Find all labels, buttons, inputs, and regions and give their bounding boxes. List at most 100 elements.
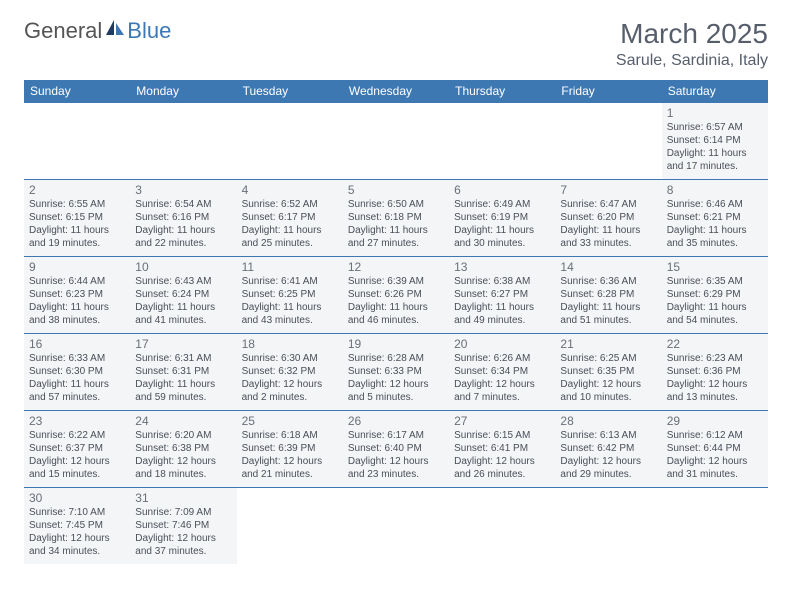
- sunset-text: Sunset: 6:44 PM: [667, 442, 763, 455]
- calendar-cell: 28Sunrise: 6:13 AMSunset: 6:42 PMDayligh…: [555, 411, 661, 488]
- calendar-cell: 6Sunrise: 6:49 AMSunset: 6:19 PMDaylight…: [449, 180, 555, 257]
- day-number: 6: [454, 183, 550, 197]
- weekday-header: Saturday: [662, 80, 768, 103]
- sunset-text: Sunset: 6:30 PM: [29, 365, 125, 378]
- sunrise-text: Sunrise: 6:22 AM: [29, 429, 125, 442]
- daylight-text: Daylight: 11 hours and 41 minutes.: [135, 301, 231, 327]
- calendar-cell-empty: [555, 488, 661, 565]
- day-number: 31: [135, 491, 231, 505]
- sunset-text: Sunset: 6:18 PM: [348, 211, 444, 224]
- daylight-text: Daylight: 12 hours and 13 minutes.: [667, 378, 763, 404]
- weekday-header: Monday: [130, 80, 236, 103]
- sunrise-text: Sunrise: 6:20 AM: [135, 429, 231, 442]
- sunrise-text: Sunrise: 6:33 AM: [29, 352, 125, 365]
- daylight-text: Daylight: 12 hours and 2 minutes.: [242, 378, 338, 404]
- daylight-text: Daylight: 11 hours and 59 minutes.: [135, 378, 231, 404]
- day-number: 12: [348, 260, 444, 274]
- calendar-cell: 5Sunrise: 6:50 AMSunset: 6:18 PMDaylight…: [343, 180, 449, 257]
- day-number: 27: [454, 414, 550, 428]
- daylight-text: Daylight: 11 hours and 30 minutes.: [454, 224, 550, 250]
- sunrise-text: Sunrise: 6:36 AM: [560, 275, 656, 288]
- calendar-cell: 23Sunrise: 6:22 AMSunset: 6:37 PMDayligh…: [24, 411, 130, 488]
- day-number: 22: [667, 337, 763, 351]
- sunrise-text: Sunrise: 6:15 AM: [454, 429, 550, 442]
- sunset-text: Sunset: 6:35 PM: [560, 365, 656, 378]
- weekday-header: Sunday: [24, 80, 130, 103]
- location: Sarule, Sardinia, Italy: [616, 52, 768, 70]
- sunset-text: Sunset: 6:33 PM: [348, 365, 444, 378]
- calendar-cell: 20Sunrise: 6:26 AMSunset: 6:34 PMDayligh…: [449, 334, 555, 411]
- sunrise-text: Sunrise: 6:57 AM: [667, 121, 763, 134]
- calendar-cell: 19Sunrise: 6:28 AMSunset: 6:33 PMDayligh…: [343, 334, 449, 411]
- daylight-text: Daylight: 12 hours and 5 minutes.: [348, 378, 444, 404]
- sunrise-text: Sunrise: 6:30 AM: [242, 352, 338, 365]
- calendar-cell: 12Sunrise: 6:39 AMSunset: 6:26 PMDayligh…: [343, 257, 449, 334]
- day-number: 23: [29, 414, 125, 428]
- daylight-text: Daylight: 12 hours and 21 minutes.: [242, 455, 338, 481]
- sunrise-text: Sunrise: 6:26 AM: [454, 352, 550, 365]
- calendar-cell-empty: [237, 103, 343, 180]
- calendar-cell-empty: [130, 103, 236, 180]
- sunrise-text: Sunrise: 6:50 AM: [348, 198, 444, 211]
- day-number: 4: [242, 183, 338, 197]
- daylight-text: Daylight: 12 hours and 37 minutes.: [135, 532, 231, 558]
- sunset-text: Sunset: 6:28 PM: [560, 288, 656, 301]
- daylight-text: Daylight: 11 hours and 43 minutes.: [242, 301, 338, 327]
- weekday-header: Thursday: [449, 80, 555, 103]
- calendar-cell-empty: [555, 103, 661, 180]
- calendar-row: 9Sunrise: 6:44 AMSunset: 6:23 PMDaylight…: [24, 257, 768, 334]
- sunset-text: Sunset: 7:45 PM: [29, 519, 125, 532]
- calendar-cell-empty: [449, 488, 555, 565]
- day-number: 25: [242, 414, 338, 428]
- calendar-cell: 25Sunrise: 6:18 AMSunset: 6:39 PMDayligh…: [237, 411, 343, 488]
- sunrise-text: Sunrise: 7:09 AM: [135, 506, 231, 519]
- calendar-cell: 9Sunrise: 6:44 AMSunset: 6:23 PMDaylight…: [24, 257, 130, 334]
- day-number: 7: [560, 183, 656, 197]
- sunset-text: Sunset: 6:23 PM: [29, 288, 125, 301]
- sunrise-text: Sunrise: 6:35 AM: [667, 275, 763, 288]
- sunrise-text: Sunrise: 6:31 AM: [135, 352, 231, 365]
- calendar-cell: 24Sunrise: 6:20 AMSunset: 6:38 PMDayligh…: [130, 411, 236, 488]
- daylight-text: Daylight: 12 hours and 34 minutes.: [29, 532, 125, 558]
- calendar-cell-empty: [343, 488, 449, 565]
- day-number: 13: [454, 260, 550, 274]
- daylight-text: Daylight: 11 hours and 38 minutes.: [29, 301, 125, 327]
- calendar-cell: 22Sunrise: 6:23 AMSunset: 6:36 PMDayligh…: [662, 334, 768, 411]
- calendar-cell: 17Sunrise: 6:31 AMSunset: 6:31 PMDayligh…: [130, 334, 236, 411]
- calendar-cell: 15Sunrise: 6:35 AMSunset: 6:29 PMDayligh…: [662, 257, 768, 334]
- sunset-text: Sunset: 6:20 PM: [560, 211, 656, 224]
- sunset-text: Sunset: 6:17 PM: [242, 211, 338, 224]
- calendar-row: 30Sunrise: 7:10 AMSunset: 7:45 PMDayligh…: [24, 488, 768, 565]
- sunrise-text: Sunrise: 6:55 AM: [29, 198, 125, 211]
- day-number: 11: [242, 260, 338, 274]
- sunset-text: Sunset: 6:25 PM: [242, 288, 338, 301]
- calendar-cell: 14Sunrise: 6:36 AMSunset: 6:28 PMDayligh…: [555, 257, 661, 334]
- sunrise-text: Sunrise: 6:43 AM: [135, 275, 231, 288]
- sunset-text: Sunset: 6:39 PM: [242, 442, 338, 455]
- calendar-cell: 27Sunrise: 6:15 AMSunset: 6:41 PMDayligh…: [449, 411, 555, 488]
- day-number: 1: [667, 106, 763, 120]
- calendar-cell-empty: [449, 103, 555, 180]
- calendar-cell-empty: [343, 103, 449, 180]
- sunrise-text: Sunrise: 7:10 AM: [29, 506, 125, 519]
- day-number: 29: [667, 414, 763, 428]
- calendar-cell: 31Sunrise: 7:09 AMSunset: 7:46 PMDayligh…: [130, 488, 236, 565]
- sunrise-text: Sunrise: 6:12 AM: [667, 429, 763, 442]
- month-title: March 2025: [616, 18, 768, 50]
- day-number: 14: [560, 260, 656, 274]
- daylight-text: Daylight: 11 hours and 22 minutes.: [135, 224, 231, 250]
- calendar-row: 16Sunrise: 6:33 AMSunset: 6:30 PMDayligh…: [24, 334, 768, 411]
- daylight-text: Daylight: 12 hours and 7 minutes.: [454, 378, 550, 404]
- day-number: 20: [454, 337, 550, 351]
- sunset-text: Sunset: 6:42 PM: [560, 442, 656, 455]
- day-number: 21: [560, 337, 656, 351]
- calendar-cell: 18Sunrise: 6:30 AMSunset: 6:32 PMDayligh…: [237, 334, 343, 411]
- title-block: March 2025 Sarule, Sardinia, Italy: [616, 18, 768, 70]
- sunset-text: Sunset: 7:46 PM: [135, 519, 231, 532]
- sunset-text: Sunset: 6:19 PM: [454, 211, 550, 224]
- sunset-text: Sunset: 6:21 PM: [667, 211, 763, 224]
- header: General Blue March 2025 Sarule, Sardinia…: [24, 18, 768, 70]
- sunrise-text: Sunrise: 6:17 AM: [348, 429, 444, 442]
- calendar-row: 1Sunrise: 6:57 AMSunset: 6:14 PMDaylight…: [24, 103, 768, 180]
- sunset-text: Sunset: 6:32 PM: [242, 365, 338, 378]
